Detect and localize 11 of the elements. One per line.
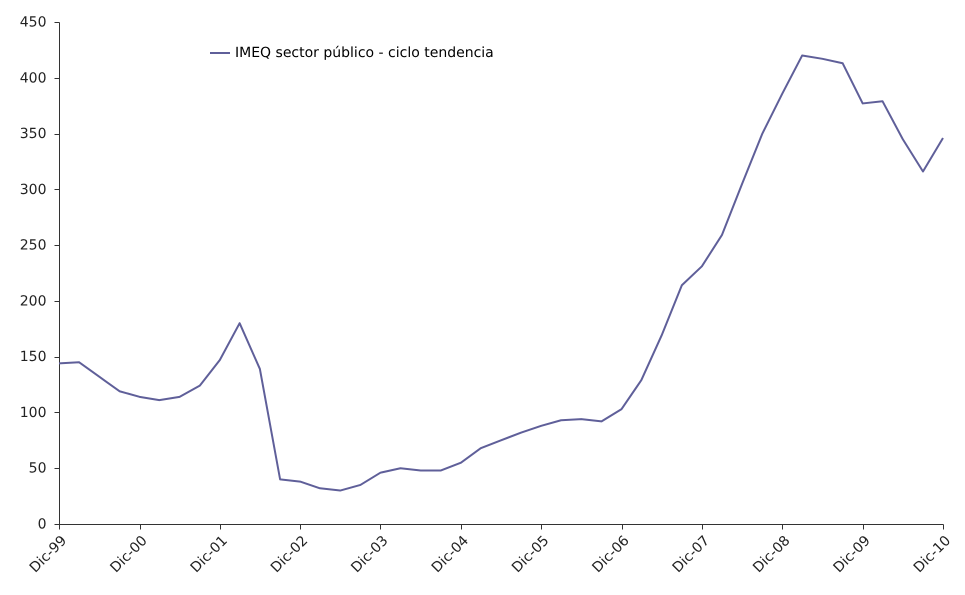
y-tick-label: 200 xyxy=(20,293,46,310)
y-tick-label: 100 xyxy=(20,404,46,421)
y-tick-label: 150 xyxy=(20,349,46,366)
y-tick-label: 400 xyxy=(20,70,46,86)
y-tick-label: 0 xyxy=(38,516,46,532)
y-tick-label: 50 xyxy=(28,460,46,477)
legend-label: IMEQ sector público - ciclo tendencia xyxy=(235,45,494,61)
y-tick-label: 450 xyxy=(20,14,46,30)
y-tick-label: 250 xyxy=(20,238,46,254)
y-tick-label: 350 xyxy=(20,126,46,142)
y-tick-label: 300 xyxy=(20,182,46,198)
